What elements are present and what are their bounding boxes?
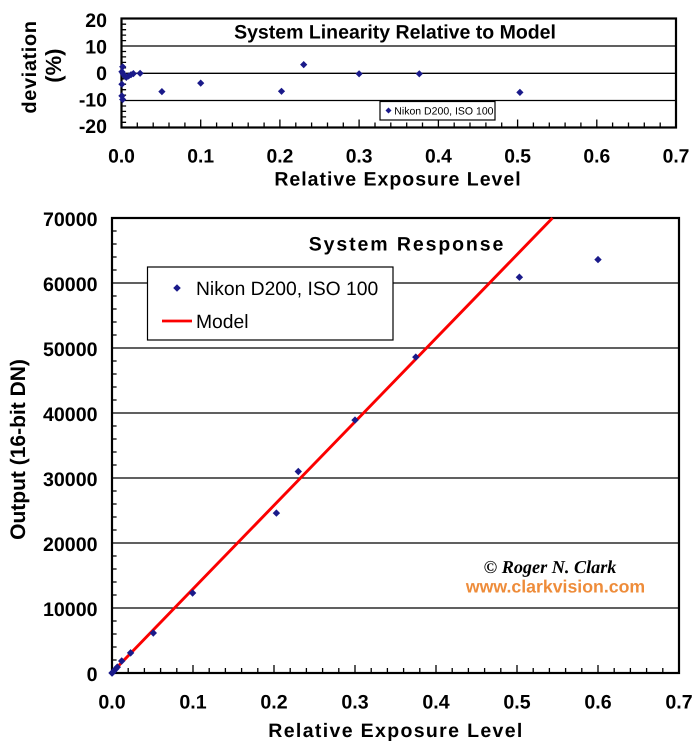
svg-text:60000: 60000	[43, 274, 98, 296]
svg-text:Relative Exposure Level: Relative Exposure Level	[268, 720, 523, 742]
svg-text:0.2: 0.2	[260, 691, 287, 713]
svg-text:0.5: 0.5	[504, 146, 531, 167]
svg-text:www.clarkvision.com: www.clarkvision.com	[465, 577, 645, 597]
svg-text:System Linearity Relative to M: System Linearity Relative to Model	[234, 22, 556, 44]
svg-text:20: 20	[85, 10, 107, 32]
svg-text:Nikon D200, ISO 100: Nikon D200, ISO 100	[196, 279, 378, 300]
svg-text:-10: -10	[79, 90, 107, 112]
svg-text:0.0: 0.0	[98, 691, 125, 713]
svg-text:0.6: 0.6	[584, 691, 611, 713]
svg-text:0.1: 0.1	[187, 146, 214, 167]
svg-text:40000: 40000	[43, 404, 98, 426]
svg-text:10: 10	[85, 37, 107, 59]
svg-text:0.3: 0.3	[346, 146, 373, 167]
svg-text:20000: 20000	[43, 534, 98, 556]
svg-text:Relative Exposure Level: Relative Exposure Level	[274, 169, 521, 191]
svg-text:System Response: System Response	[309, 234, 506, 256]
svg-text:Model: Model	[196, 312, 249, 333]
svg-text:Nikon D200, ISO 100: Nikon D200, ISO 100	[394, 106, 493, 118]
svg-text:30000: 30000	[43, 469, 98, 491]
svg-text:Output (16-bit DN): Output (16-bit DN)	[7, 359, 30, 540]
svg-text:0.6: 0.6	[583, 146, 610, 167]
svg-text:© Roger N. Clark: © Roger N. Clark	[484, 557, 617, 577]
svg-text:0.1: 0.1	[179, 691, 206, 713]
svg-text:70000: 70000	[43, 209, 98, 231]
svg-text:50000: 50000	[43, 339, 98, 361]
svg-text:10000: 10000	[43, 599, 98, 621]
svg-text:0.3: 0.3	[341, 691, 368, 713]
svg-text:deviation: deviation	[19, 20, 41, 113]
svg-text:0.7: 0.7	[665, 691, 692, 713]
svg-text:(%): (%)	[41, 48, 66, 82]
svg-text:0.2: 0.2	[266, 146, 293, 167]
svg-text:0.4: 0.4	[422, 691, 449, 713]
svg-text:0.7: 0.7	[663, 146, 690, 167]
svg-text:0.5: 0.5	[503, 691, 530, 713]
svg-text:0: 0	[96, 63, 107, 85]
svg-text:0.4: 0.4	[425, 146, 452, 167]
svg-text:0.0: 0.0	[108, 146, 135, 167]
svg-text:0: 0	[87, 664, 98, 686]
svg-text:-20: -20	[79, 116, 107, 138]
